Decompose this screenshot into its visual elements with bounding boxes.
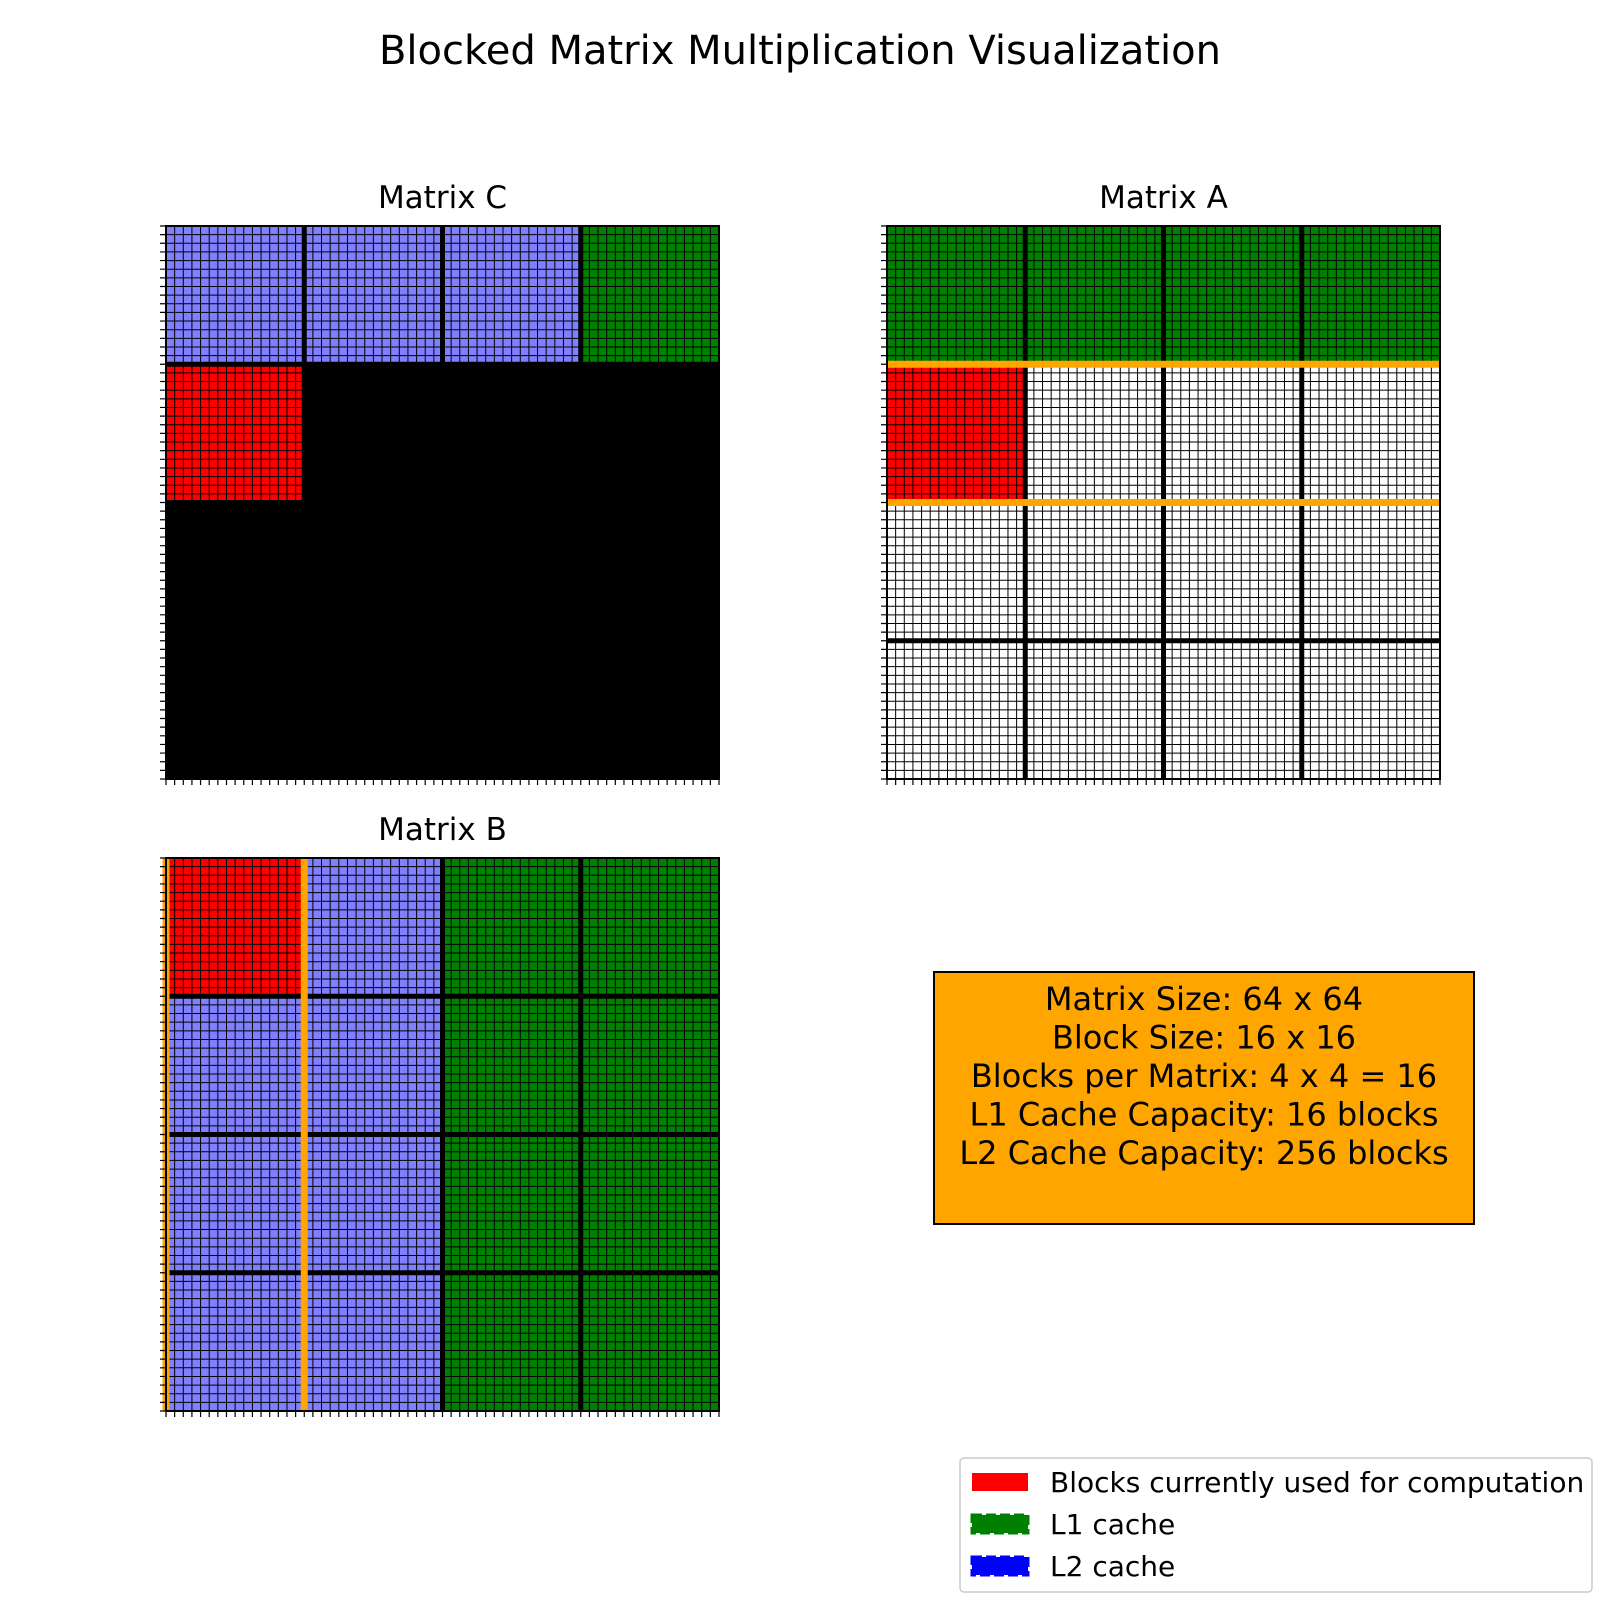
figure-title: Blocked Matrix Multiplication Visualizat…	[379, 28, 1221, 74]
block-grid	[166, 226, 719, 779]
matrix-panel: Matrix A	[881, 180, 1441, 785]
legend-label: L2 cache	[1050, 1550, 1175, 1583]
matrix-panels: Matrix C Matrix A Matrix B	[160, 180, 1441, 1417]
info-line: L1 Cache Capacity: 16 blocks	[970, 1096, 1439, 1134]
legend-label: L1 cache	[1050, 1508, 1175, 1541]
info-line: Matrix Size: 64 x 64	[1045, 980, 1363, 1018]
info-line: Block Size: 16 x 16	[1052, 1019, 1356, 1057]
legend-label: Blocks currently used for computation	[1050, 1466, 1584, 1499]
info-box-panel	[933, 971, 1475, 1225]
legend-patch-current	[972, 1473, 1028, 1491]
matrix-title: Matrix B	[378, 812, 507, 848]
axis-ticks	[160, 225, 720, 785]
legend-patch-l2	[970, 1555, 1030, 1577]
info-line: Blocks per Matrix: 4 x 4 = 16	[971, 1057, 1437, 1095]
legend-frame	[959, 1457, 1593, 1593]
legend-patch-l1	[970, 1513, 1030, 1535]
matrix-panel: Matrix B	[160, 812, 720, 1417]
info-line: L2 Cache Capacity: 256 blocks	[959, 1134, 1448, 1172]
highlight-row-edge	[887, 360, 1440, 368]
highlight-row-edge	[887, 499, 1440, 506]
matrix-panel: Matrix C	[160, 180, 720, 785]
legend: Blocks currently used for computation L1 …	[959, 1457, 1593, 1593]
matrix-title: Matrix A	[1099, 180, 1228, 216]
highlight-col-edge	[300, 858, 308, 1411]
axis-ticks	[881, 225, 1441, 785]
axis-ticks	[160, 857, 720, 1417]
matrix-title: Matrix C	[378, 180, 507, 216]
